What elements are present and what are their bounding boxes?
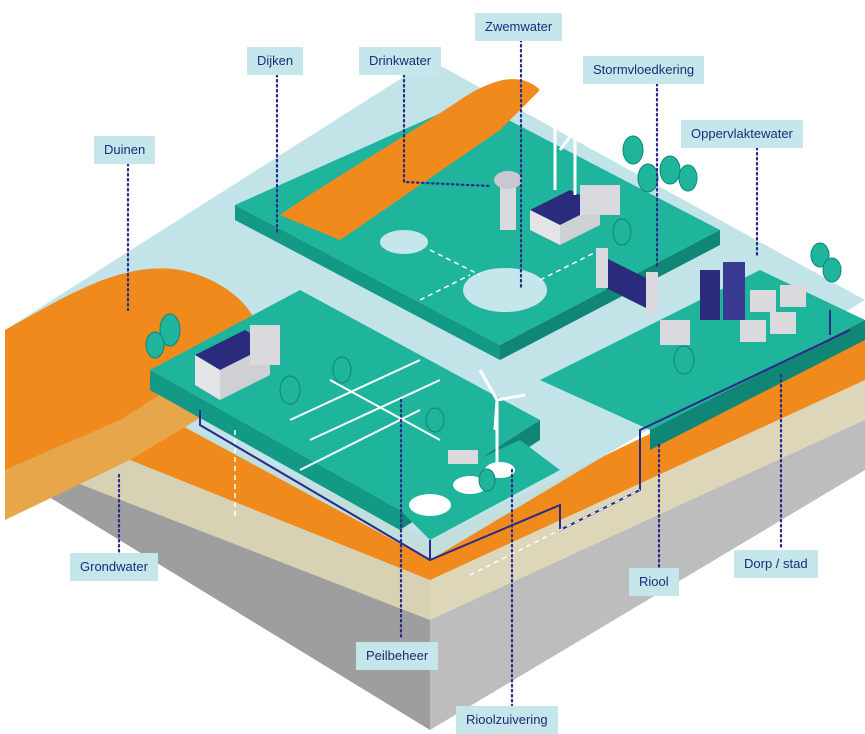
- agricultural-fields: [289, 359, 441, 471]
- water-tower: [494, 171, 522, 230]
- dunes: [5, 268, 255, 470]
- leader-lines: [117, 38, 783, 712]
- label-zwemwater: Zwemwater: [475, 13, 563, 41]
- label-grondwater: Grondwater: [70, 553, 158, 581]
- storm-surge-barrier: [596, 248, 658, 314]
- trees: [145, 135, 842, 492]
- swimming-water-pond: [463, 268, 547, 312]
- label-duinen: Duinen: [94, 136, 156, 164]
- label-peilbeheer: Peilbeheer: [356, 642, 439, 670]
- leader-drinkwater: [402, 73, 492, 188]
- drinking-water-pond: [380, 230, 428, 254]
- wind-turbines-upper: [538, 89, 592, 195]
- sewer-network: [199, 310, 851, 562]
- dike-hill: [280, 79, 540, 240]
- label-rioolzuivering: Rioolzuivering: [456, 706, 558, 734]
- label-dorp-stad: Dorp / stad: [734, 550, 818, 578]
- label-stormvloedkering: Stormvloedkering: [583, 56, 705, 84]
- village-houses: [660, 262, 806, 345]
- label-oppervlaktewater: Oppervlaktewater: [681, 120, 803, 148]
- barn-left: [195, 325, 280, 400]
- label-riool: Riool: [629, 568, 679, 596]
- label-dijken: Dijken: [247, 47, 304, 75]
- wind-turbine-lower: [478, 369, 526, 475]
- farm-buildings: [530, 185, 620, 245]
- village-plot: [540, 270, 865, 430]
- label-drinkwater: Drinkwater: [359, 47, 442, 75]
